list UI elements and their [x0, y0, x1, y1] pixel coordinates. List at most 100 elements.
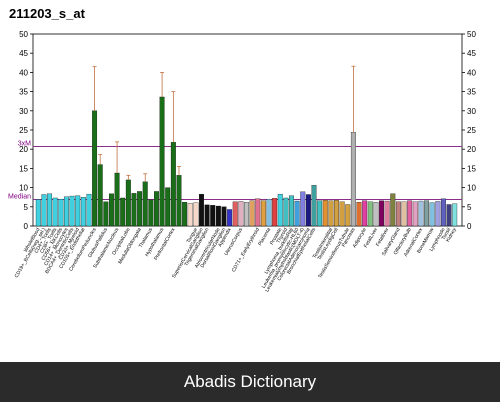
y-tick-label-right: 20: [467, 145, 476, 154]
bar: [373, 202, 379, 227]
bar: [52, 197, 58, 227]
y-tick-label-left: 15: [19, 164, 28, 173]
bar: [103, 201, 109, 227]
bar: [362, 200, 368, 227]
bar: [131, 193, 137, 227]
bar: [86, 193, 92, 227]
y-tick-label-left: 35: [19, 88, 28, 97]
y-tick-label-left: 20: [19, 145, 28, 154]
y-tick-label-left: 30: [19, 107, 28, 116]
bar: [210, 205, 216, 227]
y-tick-label-right: 15: [467, 164, 476, 173]
bar-chart: 0 0 5 5 10 10 15 15 20 20 25 25 30 30 35 35 40 40 45 45 50 50…: [8, 30, 476, 293]
bar: [97, 164, 103, 227]
bar: [317, 200, 323, 227]
bar: [125, 179, 131, 227]
bar: [215, 205, 221, 227]
bar: [114, 172, 120, 227]
y-tick-label-left: 10: [19, 184, 28, 193]
bar: [238, 201, 244, 227]
y-tick-label-right: 35: [467, 88, 476, 97]
bar: [137, 191, 143, 227]
bar: [170, 142, 176, 227]
bar: [159, 96, 165, 227]
bar: [339, 201, 345, 227]
bar: [350, 132, 356, 227]
bar: [289, 195, 294, 227]
y-tick-label-left: 45: [19, 49, 28, 58]
y-tick-label-right: 30: [467, 107, 476, 116]
bar: [272, 198, 278, 227]
bar: [63, 196, 69, 227]
bar: [435, 201, 441, 227]
bar: [322, 200, 328, 227]
y-tick-label-left: 40: [19, 68, 28, 77]
bar: [328, 200, 334, 227]
bar: [80, 197, 86, 227]
bar: [401, 201, 407, 227]
bar: [429, 202, 435, 227]
bar: [311, 185, 317, 227]
y-tick-label-right: 5: [467, 203, 472, 212]
bar: [440, 198, 446, 227]
bar: [356, 202, 362, 227]
bar: [75, 195, 81, 227]
bar: [221, 206, 227, 227]
bar: [35, 199, 41, 227]
bar: [41, 194, 47, 227]
footer-text: Abadis Dictionary: [183, 372, 317, 391]
bar: [384, 200, 390, 227]
y-tick-label-right: 40: [467, 68, 476, 77]
bar: [255, 198, 261, 227]
bar: [92, 110, 98, 227]
y-tick-label-right: 45: [467, 49, 476, 58]
bar: [412, 201, 418, 227]
bar: [108, 193, 114, 227]
y-tick-label-right: 0: [467, 222, 472, 231]
plot-frame: [32, 33, 463, 227]
y-tick-label-left: 0: [24, 222, 29, 231]
bar: [334, 200, 339, 227]
reference-lines: 3xM Median: [8, 141, 462, 201]
bar: [294, 200, 300, 227]
reference-line-label: Median: [8, 194, 31, 201]
bar: [300, 191, 306, 227]
bar: [305, 194, 311, 227]
bar: [446, 204, 452, 227]
bar: [182, 202, 188, 227]
bar: [120, 197, 126, 227]
bar: [379, 200, 384, 227]
footer-band: Abadis Dictionary: [0, 362, 500, 402]
bar: [367, 201, 373, 227]
bar: [452, 203, 458, 227]
bar: [148, 199, 154, 227]
bar: [47, 193, 53, 227]
bar: [424, 200, 430, 227]
reference-line-label: 3xM: [18, 141, 31, 148]
y-tick-label-left: 5: [24, 203, 29, 212]
bar: [244, 202, 249, 227]
bar: [187, 203, 193, 227]
y-tick-label-right: 50: [467, 30, 476, 39]
bar: [142, 181, 148, 227]
bar: [266, 198, 272, 227]
chart-title: 211203_s_at: [9, 6, 85, 21]
bar: [204, 204, 210, 227]
bar: [345, 204, 351, 227]
bar: [58, 198, 64, 227]
bar: [154, 191, 159, 227]
bar: [418, 200, 424, 227]
bar: [407, 200, 413, 227]
bar: [227, 209, 233, 227]
bar: [283, 197, 289, 227]
y-tick-label-left: 50: [19, 30, 28, 39]
bar: [390, 193, 396, 227]
bar: [69, 195, 75, 227]
bar: [199, 193, 204, 227]
y-tick-label-left: 25: [19, 126, 28, 135]
bar: [277, 193, 283, 227]
y-tick-label-right: 10: [467, 184, 476, 193]
bar: [176, 175, 182, 227]
bar: [193, 202, 199, 227]
bar: [165, 187, 171, 227]
